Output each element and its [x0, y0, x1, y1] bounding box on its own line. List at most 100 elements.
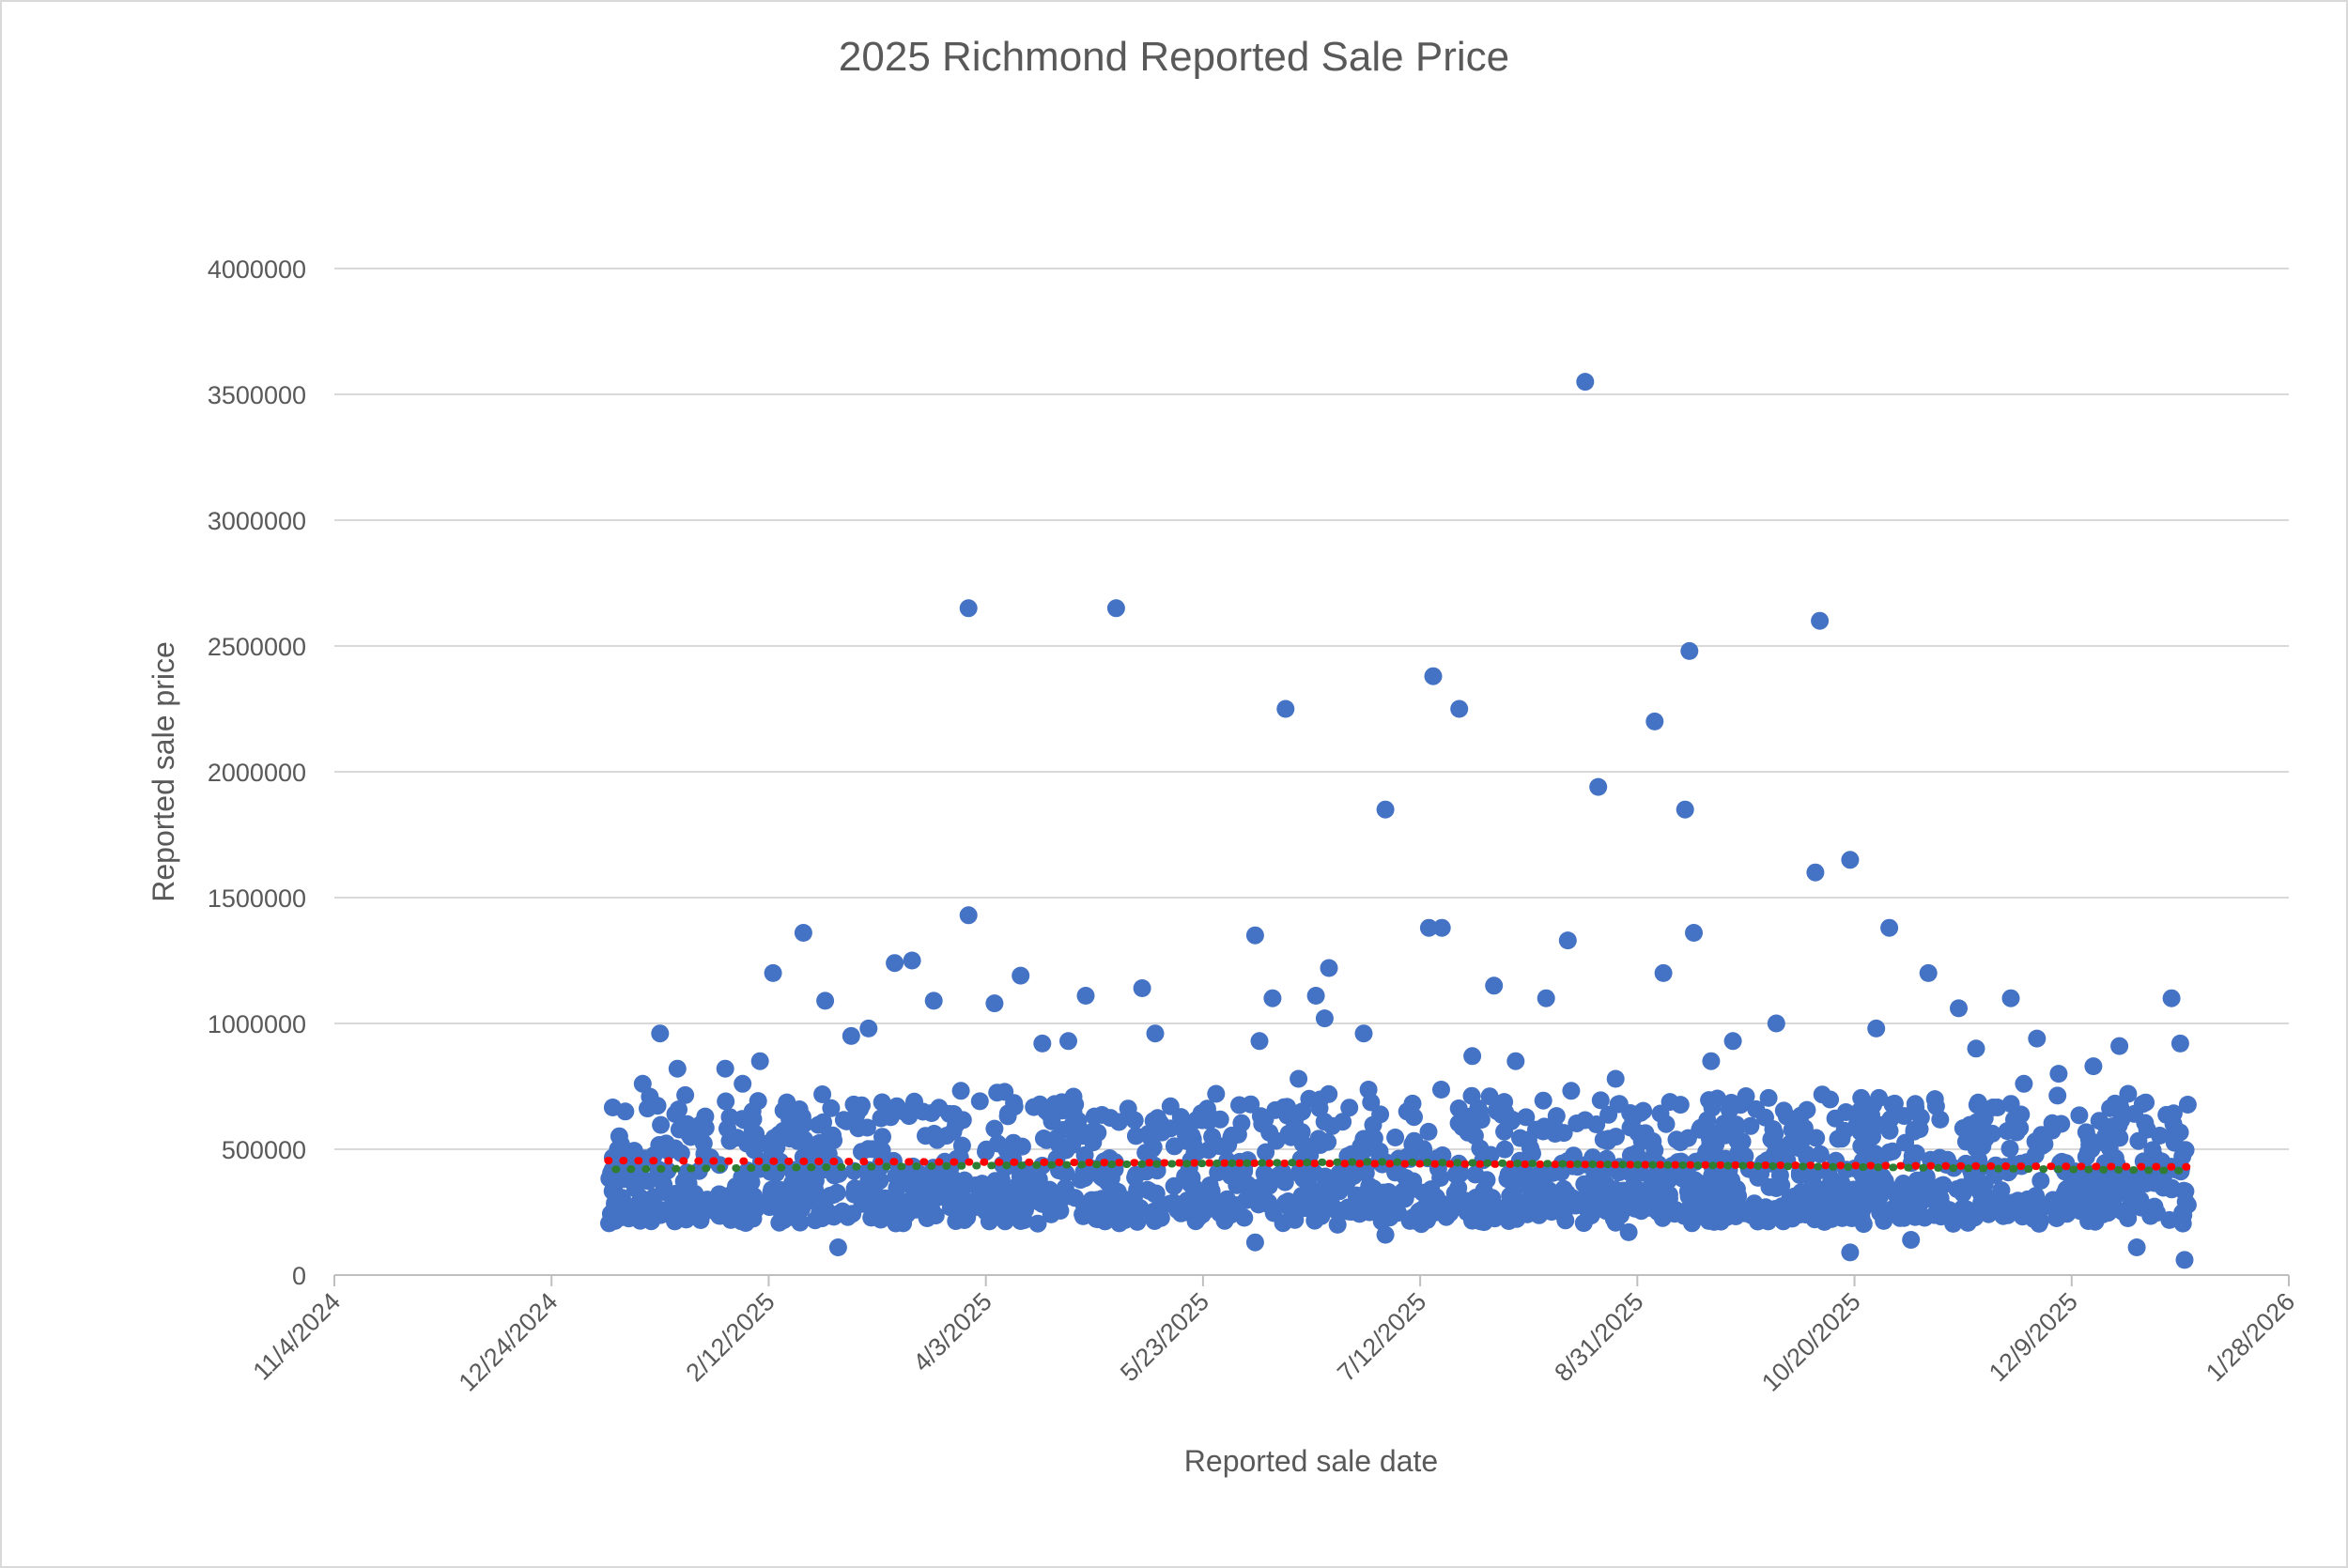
data-point: [1056, 1178, 1074, 1197]
data-point: [1705, 1175, 1723, 1193]
data-point: [1461, 1121, 1480, 1140]
data-point: [696, 1107, 715, 1126]
data-point: [1019, 1176, 1038, 1194]
data-point: [1480, 1087, 1499, 1106]
data-point: [1651, 1104, 1670, 1123]
data-point: [950, 1178, 968, 1197]
data-point: [1449, 1099, 1468, 1117]
data-point: [1152, 1123, 1171, 1142]
data-point: [1511, 1129, 1529, 1147]
data-point: [1619, 1222, 1638, 1241]
x-tick-label: 2/12/2025: [681, 1287, 780, 1387]
data-point: [988, 1134, 1007, 1153]
data-point: [1365, 1129, 1383, 1147]
data-point: [1555, 1195, 1574, 1214]
data-point: [1523, 1145, 1541, 1162]
data-point: [1145, 1212, 1164, 1230]
data-point: [1255, 1164, 1274, 1183]
data-point: [1707, 1135, 1725, 1153]
data-point: [1558, 931, 1577, 950]
data-point: [1334, 1113, 1352, 1131]
data-point: [1710, 1210, 1729, 1229]
data-point: [657, 1134, 675, 1153]
data-point: [925, 1125, 944, 1143]
data-point: [1660, 1190, 1678, 1207]
data-point: [2119, 1084, 2138, 1103]
x-tick-labels: 11/4/2024 12/24/2024 2/12/2025 4/3/2025 5/23…: [248, 1287, 2301, 1397]
data-point: [1372, 1212, 1391, 1231]
data-point: [1506, 1052, 1525, 1070]
data-point: [1537, 989, 1555, 1007]
data-point: [989, 1197, 1008, 1216]
data-point: [804, 1144, 823, 1162]
data-point: [1777, 1107, 1796, 1126]
data-point: [1759, 1088, 1778, 1107]
y-tick-label: 3500000: [208, 381, 306, 409]
data-point: [718, 1201, 736, 1219]
data-point: [952, 1136, 971, 1155]
data-point: [633, 1074, 652, 1093]
data-point: [1076, 987, 1095, 1005]
data-point: [1499, 1165, 1518, 1184]
data-point: [1710, 1189, 1729, 1207]
data-point: [1328, 1215, 1347, 1234]
data-point: [1486, 1204, 1504, 1222]
data-point: [1349, 1189, 1367, 1207]
data-point: [1727, 1179, 1746, 1198]
data-point: [616, 1102, 635, 1121]
data-point: [1290, 1161, 1309, 1180]
data-point: [1737, 1087, 1755, 1105]
data-point: [1983, 1124, 2001, 1143]
data-point: [639, 1172, 657, 1191]
data-point: [1397, 1169, 1415, 1187]
data-point: [1196, 1194, 1214, 1213]
data-point: [734, 1074, 752, 1093]
data-point: [717, 1092, 735, 1111]
data-point: [1767, 1014, 1785, 1033]
data-point: [1918, 1181, 1937, 1200]
data-point: [1526, 1171, 1545, 1190]
data-point: [1576, 1111, 1595, 1130]
data-point: [661, 1198, 680, 1217]
data-point: [2028, 1029, 2047, 1048]
data-point: [906, 1200, 925, 1219]
y-axis-label: Reported sale price: [147, 641, 180, 901]
data-point: [816, 992, 835, 1010]
data-point: [1798, 1100, 1816, 1119]
data-point: [668, 1059, 687, 1078]
data-point: [606, 1198, 625, 1217]
data-point: [1968, 1096, 1986, 1115]
data-point: [1880, 1121, 1899, 1140]
data-point: [1741, 1116, 1760, 1135]
y-tick-labels: 0 500000 1000000 1500000 2000000 2500000 30000…: [208, 255, 306, 1290]
y-tick-label: 2500000: [208, 633, 306, 661]
data-point: [1885, 1094, 1904, 1113]
data-point: [945, 1105, 964, 1123]
data-point: [2143, 1141, 2162, 1160]
data-point: [1688, 1189, 1706, 1207]
data-point: [988, 1084, 1007, 1102]
data-point: [1756, 1108, 1774, 1127]
data-point: [700, 1199, 718, 1218]
data-point: [645, 1188, 663, 1207]
data-point: [1587, 1173, 1605, 1191]
data-point: [1306, 987, 1325, 1005]
data-point: [1371, 1105, 1390, 1124]
data-point: [625, 1197, 643, 1216]
data-point: [1627, 1144, 1645, 1162]
data-point: [743, 1102, 762, 1121]
data-point: [652, 1115, 671, 1134]
y-tick-label: 2000000: [208, 759, 306, 787]
data-point: [1841, 851, 1860, 869]
data-point: [1245, 1233, 1264, 1252]
data-point: [1880, 1143, 1899, 1161]
data-point: [1759, 1204, 1778, 1222]
data-point: [1660, 1171, 1678, 1189]
data-point: [1517, 1108, 1536, 1127]
data-point: [2176, 1141, 2195, 1160]
data-point: [1576, 373, 1595, 392]
data-point: [1867, 1019, 1886, 1038]
data-point: [1903, 1191, 1922, 1210]
data-point: [1340, 1099, 1359, 1117]
data-point: [676, 1085, 695, 1104]
